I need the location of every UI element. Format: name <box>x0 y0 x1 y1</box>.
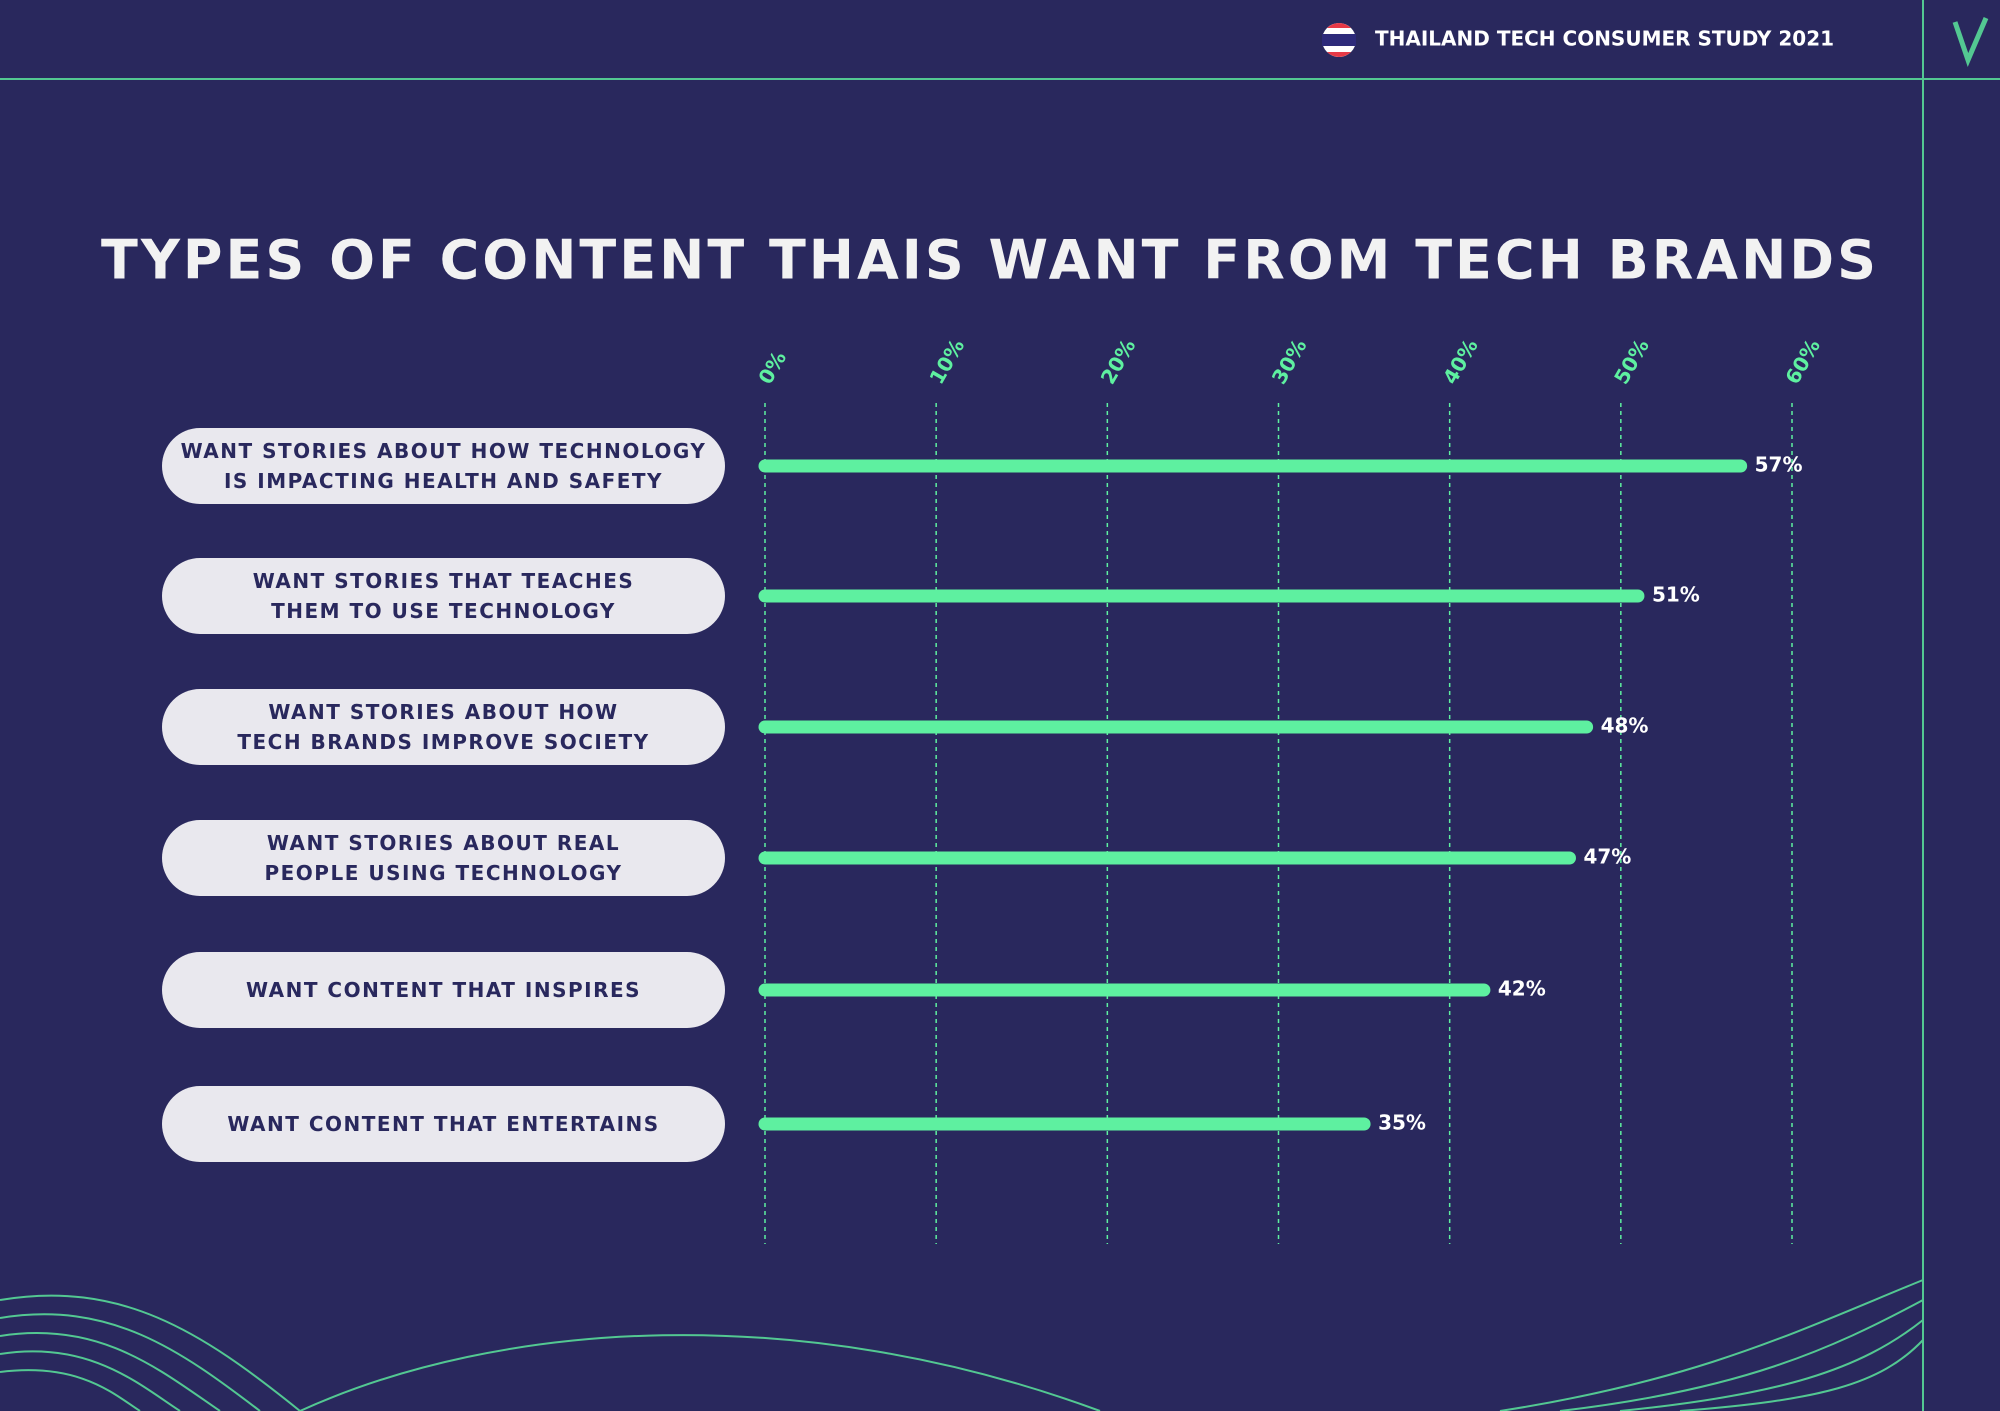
category-label: WANT STORIES ABOUT REAL PEOPLE USING TEC… <box>162 820 725 896</box>
category-label: WANT STORIES ABOUT HOW TECHNOLOGY IS IMP… <box>162 428 725 504</box>
chart-title: TYPES OF CONTENT THAIS WANT FROM TECH BR… <box>101 229 1879 292</box>
value-label: 51% <box>1652 583 1700 607</box>
value-label: 57% <box>1755 453 1803 477</box>
value-label: 35% <box>1378 1111 1426 1135</box>
x-tick-label: 10% <box>924 335 969 388</box>
x-tick-label: 60% <box>1780 335 1825 388</box>
x-tick-label: 20% <box>1096 335 1141 388</box>
category-label: WANT STORIES THAT TEACHES THEM TO USE TE… <box>162 558 725 634</box>
category-label: WANT STORIES ABOUT HOW TECH BRANDS IMPRO… <box>162 689 725 765</box>
category-label: WANT CONTENT THAT INSPIRES <box>162 952 725 1028</box>
value-label: 47% <box>1583 845 1631 869</box>
header-title: THAILAND TECH CONSUMER STUDY 2021 <box>1375 27 1834 51</box>
category-label: WANT CONTENT THAT ENTERTAINS <box>162 1086 725 1162</box>
value-label: 42% <box>1498 977 1546 1001</box>
flag-icon <box>1322 23 1356 57</box>
value-label: 48% <box>1601 714 1649 738</box>
x-tick-label: 40% <box>1438 335 1483 388</box>
x-tick-label: 50% <box>1609 335 1654 388</box>
x-tick-label: 30% <box>1267 335 1312 388</box>
x-tick-label: 0% <box>753 347 791 388</box>
